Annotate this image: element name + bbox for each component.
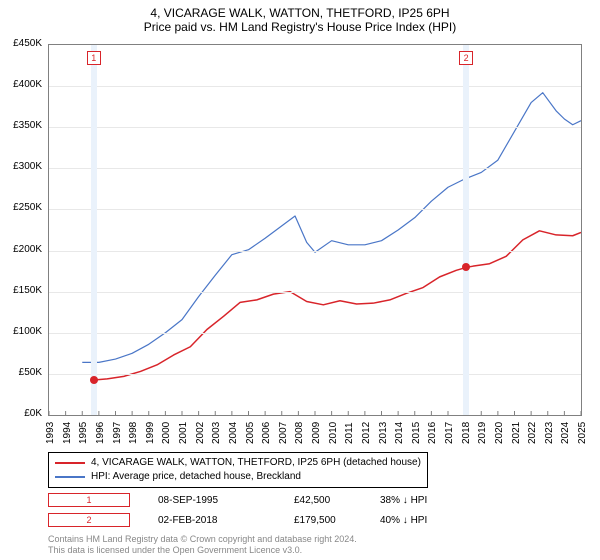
- x-tick-label: 2004: [228, 422, 239, 444]
- x-tick-label: 1995: [78, 422, 89, 444]
- y-tick-label: £150K: [0, 285, 42, 296]
- x-tick-label: 2008: [294, 422, 305, 444]
- y-tick-label: £0K: [0, 408, 42, 419]
- plot-svg: [49, 45, 581, 415]
- y-tick-label: £400K: [0, 79, 42, 90]
- x-tick-label: 2023: [544, 422, 555, 444]
- gridline: [49, 127, 581, 128]
- x-tick-label: 1998: [128, 422, 139, 444]
- sales-pct: 38% ↓ HPI: [380, 495, 460, 506]
- x-tick-label: 2012: [361, 422, 372, 444]
- x-tick-label: 2013: [378, 422, 389, 444]
- x-tick-label: 1994: [62, 422, 73, 444]
- y-tick-label: £100K: [0, 326, 42, 337]
- y-tick-label: £300K: [0, 161, 42, 172]
- title-block: 4, VICARAGE WALK, WATTON, THETFORD, IP25…: [0, 0, 600, 34]
- x-tick-label: 2011: [344, 422, 355, 444]
- sale-point: [90, 376, 98, 384]
- gridline: [49, 168, 581, 169]
- sales-price: £179,500: [294, 515, 352, 526]
- sales-pct: 40% ↓ HPI: [380, 515, 460, 526]
- sale-marker: 1: [87, 51, 101, 65]
- x-tick-label: 1999: [145, 422, 156, 444]
- sale-marker: 2: [459, 51, 473, 65]
- x-tick-label: 2014: [394, 422, 405, 444]
- series-hpi: [82, 93, 581, 363]
- sale-band: [463, 45, 469, 415]
- sales-table: 1 08-SEP-1995 £42,500 38% ↓ HPI 2 02-FEB-2018…: [48, 492, 460, 532]
- x-tick-label: 2024: [560, 422, 571, 444]
- sales-date: 08-SEP-1995: [158, 495, 266, 506]
- x-tick-label: 2017: [444, 422, 455, 444]
- x-tick-label: 1997: [112, 422, 123, 444]
- sales-date: 02-FEB-2018: [158, 515, 266, 526]
- chart-title-address: 4, VICARAGE WALK, WATTON, THETFORD, IP25…: [0, 6, 600, 20]
- chart-area: 12 £0K£50K£100K£150K£200K£250K£300K£350K…: [48, 44, 580, 414]
- x-tick-label: 2005: [245, 422, 256, 444]
- legend-swatch: [55, 462, 85, 464]
- x-tick-label: 1996: [95, 422, 106, 444]
- gridline: [49, 292, 581, 293]
- y-tick-label: £450K: [0, 38, 42, 49]
- footer-attribution: Contains HM Land Registry data © Crown c…: [48, 534, 357, 556]
- x-tick-label: 2019: [477, 422, 488, 444]
- legend-swatch: [55, 476, 85, 478]
- gridline: [49, 333, 581, 334]
- sales-row: 2 02-FEB-2018 £179,500 40% ↓ HPI: [48, 512, 460, 528]
- sales-row-marker: 2: [48, 513, 130, 527]
- legend-row: 4, VICARAGE WALK, WATTON, THETFORD, IP25…: [55, 456, 421, 470]
- sales-row-marker: 1: [48, 493, 130, 507]
- x-tick-label: 2010: [328, 422, 339, 444]
- legend-label: 4, VICARAGE WALK, WATTON, THETFORD, IP25…: [91, 456, 421, 470]
- x-tick-label: 2000: [161, 422, 172, 444]
- footer-line-2: This data is licensed under the Open Gov…: [48, 545, 357, 556]
- sales-price: £42,500: [294, 495, 352, 506]
- x-tick-label: 2016: [427, 422, 438, 444]
- sale-band: [91, 45, 97, 415]
- y-tick-label: £200K: [0, 244, 42, 255]
- legend: 4, VICARAGE WALK, WATTON, THETFORD, IP25…: [48, 452, 428, 488]
- chart-container: 4, VICARAGE WALK, WATTON, THETFORD, IP25…: [0, 0, 600, 560]
- plot-region: 12: [48, 44, 582, 416]
- chart-subtitle: Price paid vs. HM Land Registry's House …: [0, 20, 600, 34]
- gridline: [49, 374, 581, 375]
- x-tick-label: 2018: [461, 422, 472, 444]
- series-property: [94, 231, 581, 380]
- legend-row: HPI: Average price, detached house, Brec…: [55, 470, 421, 484]
- sales-row: 1 08-SEP-1995 £42,500 38% ↓ HPI: [48, 492, 460, 508]
- x-tick-label: 1993: [45, 422, 56, 444]
- gridline: [49, 86, 581, 87]
- x-tick-label: 2007: [278, 422, 289, 444]
- x-tick-label: 2021: [511, 422, 522, 444]
- gridline: [49, 251, 581, 252]
- y-tick-label: £350K: [0, 120, 42, 131]
- x-tick-label: 2002: [195, 422, 206, 444]
- footer-line-1: Contains HM Land Registry data © Crown c…: [48, 534, 357, 545]
- x-tick-label: 2006: [261, 422, 272, 444]
- x-tick-label: 2015: [411, 422, 422, 444]
- y-tick-label: £250K: [0, 202, 42, 213]
- x-tick-label: 2003: [211, 422, 222, 444]
- x-tick-label: 2001: [178, 422, 189, 444]
- gridline: [49, 209, 581, 210]
- legend-label: HPI: Average price, detached house, Brec…: [91, 470, 301, 484]
- x-tick-label: 2020: [494, 422, 505, 444]
- x-tick-label: 2025: [577, 422, 588, 444]
- y-tick-label: £50K: [0, 367, 42, 378]
- x-tick-label: 2022: [527, 422, 538, 444]
- x-tick-label: 2009: [311, 422, 322, 444]
